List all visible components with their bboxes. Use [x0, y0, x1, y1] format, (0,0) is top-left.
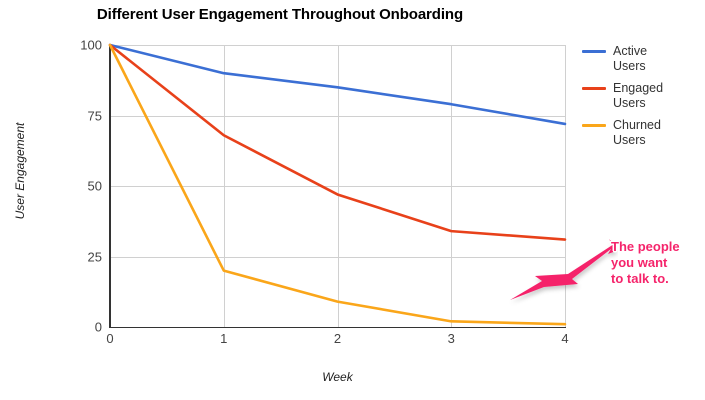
legend-item-churned-users[interactable]: Churned Users: [582, 118, 702, 148]
x-axis-tick-labels: 0 1 2 3 4: [106, 331, 568, 351]
y-axis-title: User Engagement: [13, 122, 27, 220]
x-tick-label: 3: [447, 331, 455, 346]
y-tick-label: 0: [94, 319, 102, 335]
y-tick-label: 100: [80, 37, 102, 53]
annotation-line-2: you want: [611, 255, 668, 270]
y-tick-label: 25: [87, 249, 102, 264]
legend-item-label: Engaged Users: [613, 81, 664, 110]
legend-item-active-users[interactable]: Active Users: [582, 44, 702, 74]
annotation-line-1: The people: [611, 239, 680, 254]
x-tick-label: 2: [333, 331, 342, 346]
legend-item-label: Churned Users: [613, 118, 661, 147]
y-axis-tick-labels: 100 75 50 25 0: [58, 38, 102, 335]
x-axis-line: [109, 326, 566, 328]
x-tick-label: 1: [220, 331, 228, 346]
gridline-vertical: [337, 45, 339, 327]
x-tick-label: 0: [106, 331, 114, 346]
legend-color-swatch: [582, 50, 606, 53]
series-line: [108, 43, 567, 126]
gridline-vertical: [565, 45, 566, 327]
annotation-line-3: to talk to.: [611, 271, 669, 286]
series-line: [108, 43, 567, 326]
series-line: [108, 43, 567, 241]
annotation-arrow-icon: [510, 239, 616, 300]
chart-title: Different User Engagement Throughout Onb…: [96, 6, 464, 23]
legend-color-swatch: [582, 87, 606, 90]
annotation-callout: The people you want to talk to.: [611, 239, 703, 287]
chart-legend: Active Users Engaged Users Churned Users: [582, 44, 702, 155]
y-tick-label: 50: [87, 178, 102, 194]
legend-item-label: Active Users: [613, 44, 648, 73]
x-tick-label: 4: [561, 331, 569, 346]
legend-color-swatch: [582, 124, 606, 127]
y-axis-line: [109, 45, 111, 328]
legend-item-engaged-users[interactable]: Engaged Users: [582, 81, 702, 111]
series-lines: [108, 43, 567, 326]
gridline-vertical: [223, 45, 225, 327]
plot-area: [108, 43, 567, 328]
x-axis-title: Week: [322, 370, 353, 384]
y-tick-label: 75: [87, 108, 102, 123]
gridline-vertical: [451, 45, 453, 327]
